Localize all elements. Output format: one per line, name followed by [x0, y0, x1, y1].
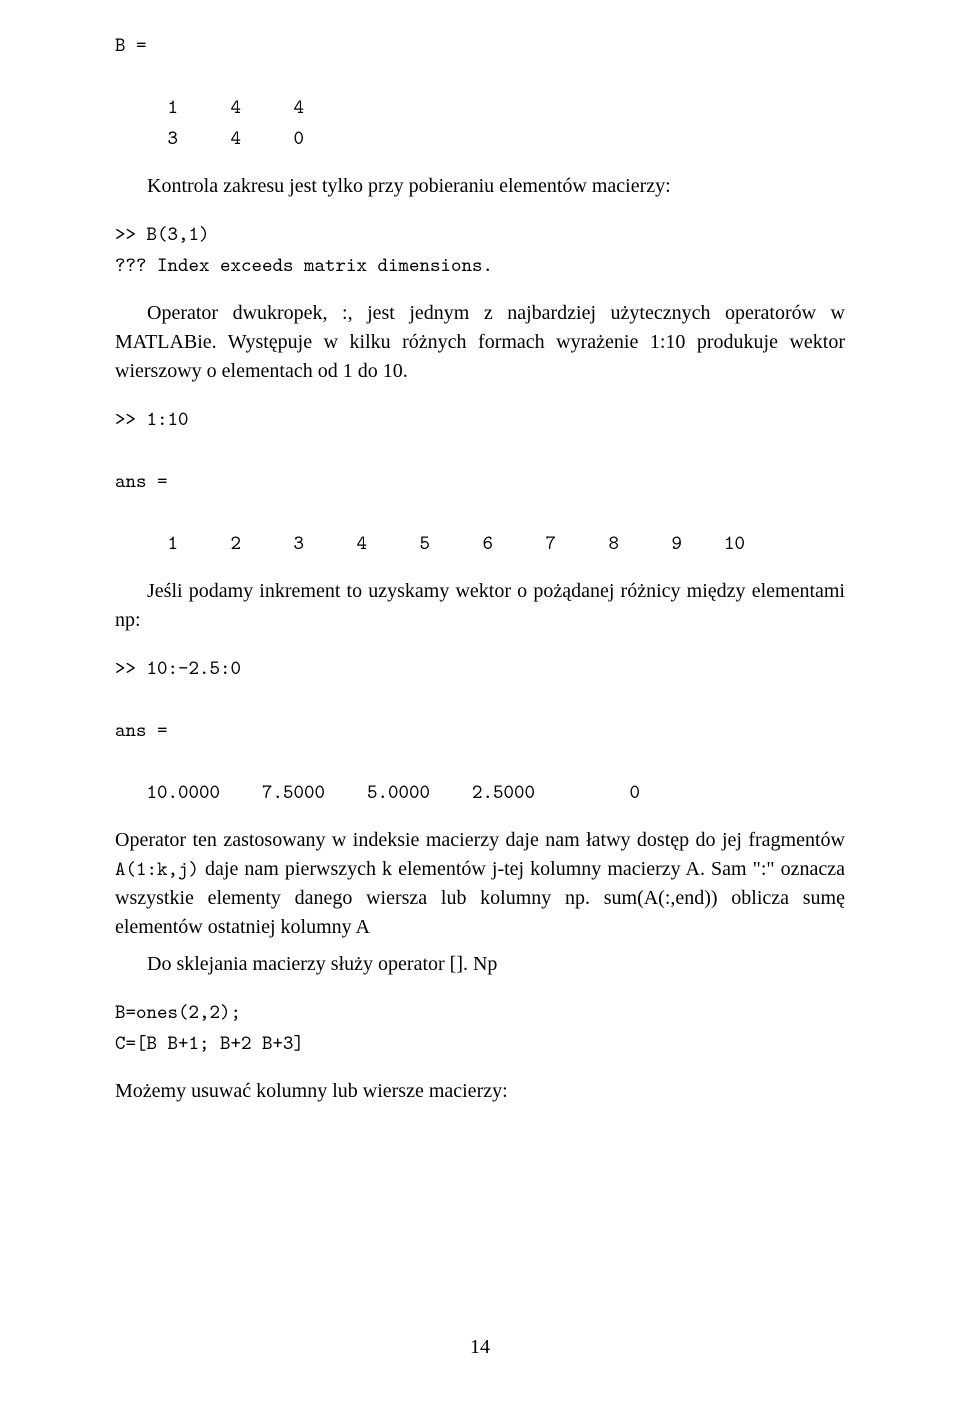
paragraph-5: Do sklejania macierzy służy operator [].… [115, 950, 845, 979]
paragraph-4: Operator ten zastosowany w indeksie maci… [115, 826, 845, 942]
page: B = 1 4 4 3 4 0 Kontrola zakresu jest ty… [0, 0, 960, 1407]
paragraph-3: Jeśli podamy inkrement to uzyskamy wekto… [115, 577, 845, 635]
inline-code-a1kj: A(1:k,j) [115, 856, 199, 882]
code-block-5: B=ones(2,2); C=[B B+1; B+2 B+3] [115, 997, 845, 1059]
paragraph-4-pre: Operator ten zastosowany w indeksie maci… [115, 829, 845, 851]
code-block-1: B = 1 4 4 3 4 0 [115, 30, 845, 154]
paragraph-2: Operator dwukropek, :, jest jednym z naj… [115, 299, 845, 386]
paragraph-6: Możemy usuwać kolumny lub wiersze macier… [115, 1077, 845, 1106]
paragraph-4-post: daje nam pierwszych k elementów j-tej ko… [115, 858, 845, 938]
code-block-2: >> B(3,1) ??? Index exceeds matrix dimen… [115, 219, 845, 281]
paragraph-1: Kontrola zakresu jest tylko przy pobiera… [115, 172, 845, 201]
page-number: 14 [0, 1333, 960, 1362]
code-block-3: >> 1:10 ans = 1 2 3 4 5 6 7 8 9 10 [115, 404, 845, 559]
code-block-4: >> 10:-2.5:0 ans = 10.0000 7.5000 5.0000… [115, 653, 845, 808]
